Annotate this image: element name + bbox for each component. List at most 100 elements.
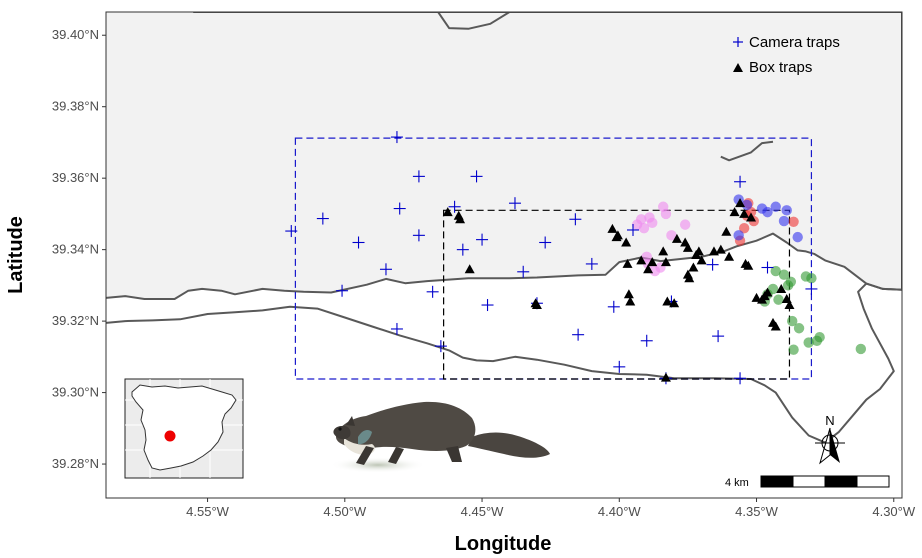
camera-trap-marker bbox=[285, 225, 298, 238]
capture-point-green bbox=[770, 265, 781, 277]
legend: Camera traps Box traps bbox=[733, 34, 840, 76]
capture-point-green bbox=[806, 273, 817, 284]
capture-point-blue bbox=[778, 215, 790, 227]
capture-point-blue bbox=[781, 205, 792, 216]
box-traps-layer bbox=[442, 198, 795, 382]
box-trap-marker bbox=[636, 255, 647, 265]
box-trap-marker bbox=[739, 208, 750, 218]
camera-trap-marker bbox=[627, 223, 640, 236]
capture-point-blue bbox=[733, 230, 744, 241]
y-tick-label: 39.38°N bbox=[52, 99, 99, 114]
y-axis-title: Latitude bbox=[5, 216, 27, 294]
camera-trap-marker bbox=[316, 212, 329, 225]
camera-trap-marker bbox=[390, 131, 403, 144]
outside-area-mask bbox=[106, 283, 902, 498]
box-trap-marker bbox=[696, 255, 707, 265]
sampling-boxes bbox=[294, 137, 813, 380]
camera-trap-marker bbox=[734, 175, 747, 188]
study-area-land bbox=[106, 12, 902, 299]
box-trap-marker bbox=[612, 230, 623, 240]
box-trap-marker bbox=[662, 296, 673, 306]
x-axis: 4.55°W 4.50°W 4.45°W 4.40°W 4.35°W 4.30°W bbox=[186, 498, 916, 519]
capture-point-blue bbox=[770, 201, 781, 212]
box-trap-marker bbox=[621, 237, 632, 247]
box-trap-marker bbox=[669, 298, 680, 308]
capture-point-pink bbox=[679, 219, 691, 230]
camera-trap-marker bbox=[706, 258, 719, 271]
capture-point-pink bbox=[660, 208, 672, 220]
camera-trap-marker bbox=[607, 300, 620, 313]
box-trap-marker bbox=[770, 321, 781, 331]
camera-trap-marker bbox=[448, 200, 461, 213]
box-trap-marker bbox=[784, 300, 795, 310]
camera-trap-marker bbox=[481, 299, 494, 312]
camera-trap-marker bbox=[539, 236, 552, 249]
north-arrow-label: N bbox=[825, 413, 834, 428]
box-trap-marker bbox=[682, 242, 693, 252]
box-trap-marker bbox=[623, 289, 634, 299]
camera-trap-marker bbox=[572, 328, 585, 341]
camera-trap-marker bbox=[412, 170, 425, 183]
box-trap-marker bbox=[743, 260, 754, 270]
x-tick-label: 4.40°W bbox=[598, 504, 642, 519]
capture-point-blue bbox=[741, 199, 753, 211]
boundary-upper-line bbox=[106, 232, 902, 300]
capture-point-pink bbox=[638, 222, 650, 234]
camera-trap-marker bbox=[569, 213, 582, 226]
y-tick-label: 39.34°N bbox=[52, 242, 99, 257]
box-trap-marker bbox=[647, 257, 658, 267]
legend-camera-traps-icon bbox=[733, 37, 743, 47]
camera-trap-marker bbox=[712, 330, 725, 343]
box-trap-marker bbox=[658, 246, 669, 256]
camera-trap-marker bbox=[434, 340, 447, 353]
capture-point-pink bbox=[666, 230, 677, 241]
box-trap-marker bbox=[464, 264, 475, 274]
boundary-outline-line bbox=[106, 12, 902, 444]
camera-trap-marker bbox=[412, 229, 425, 242]
scale-bar: 4 km bbox=[725, 475, 890, 489]
capture-point-blue bbox=[762, 206, 773, 218]
y-tick-label: 39.36°N bbox=[52, 170, 99, 185]
camera-trap-marker bbox=[805, 282, 818, 295]
capture-point-green bbox=[855, 343, 867, 355]
boundary-east-notch bbox=[720, 140, 774, 162]
capture-point-green bbox=[793, 323, 805, 334]
boundary-lines bbox=[106, 12, 902, 444]
camera-trap-marker bbox=[426, 285, 439, 298]
box-trap-marker bbox=[776, 283, 787, 293]
box-trap-marker bbox=[671, 233, 682, 243]
capture-point-green bbox=[778, 269, 790, 280]
legend-box-traps-label: Box traps bbox=[749, 59, 812, 76]
box-trap-marker bbox=[746, 212, 757, 222]
plot-border bbox=[105, 11, 903, 499]
camera-trap-marker bbox=[336, 284, 349, 297]
camera-trap-marker bbox=[508, 197, 521, 210]
camera-trap-marker bbox=[517, 265, 530, 278]
capture-point-green bbox=[787, 315, 798, 327]
inner-sampling-box bbox=[443, 209, 791, 380]
camera-trap-marker bbox=[379, 263, 392, 276]
box-trap-marker bbox=[660, 372, 671, 382]
camera-traps-layer bbox=[285, 131, 818, 385]
camera-trap-marker bbox=[761, 261, 774, 274]
capture-point-blue bbox=[792, 231, 803, 243]
camera-trap-marker bbox=[393, 202, 406, 215]
box-trap-marker bbox=[442, 207, 453, 217]
box-trap-marker bbox=[751, 292, 762, 302]
box-trap-marker bbox=[688, 262, 699, 272]
camera-trap-marker bbox=[390, 322, 403, 335]
box-trap-marker bbox=[693, 246, 704, 256]
x-tick-label: 4.45°W bbox=[461, 504, 505, 519]
x-tick-label: 4.30°W bbox=[872, 504, 916, 519]
box-trap-marker bbox=[735, 198, 746, 208]
capture-point-red bbox=[738, 222, 750, 234]
y-axis: 39.28°N 39.30°N 39.32°N 39.34°N 39.36°N 39.38… bbox=[52, 27, 106, 471]
x-tick-label: 4.55°W bbox=[186, 504, 230, 519]
y-tick-label: 39.28°N bbox=[52, 456, 99, 471]
capture-point-green bbox=[773, 294, 784, 305]
y-tick-label: 39.40°N bbox=[52, 27, 99, 42]
capture-point-pink bbox=[636, 214, 647, 225]
box-trap-marker bbox=[625, 296, 636, 306]
box-trap-marker bbox=[531, 300, 542, 310]
